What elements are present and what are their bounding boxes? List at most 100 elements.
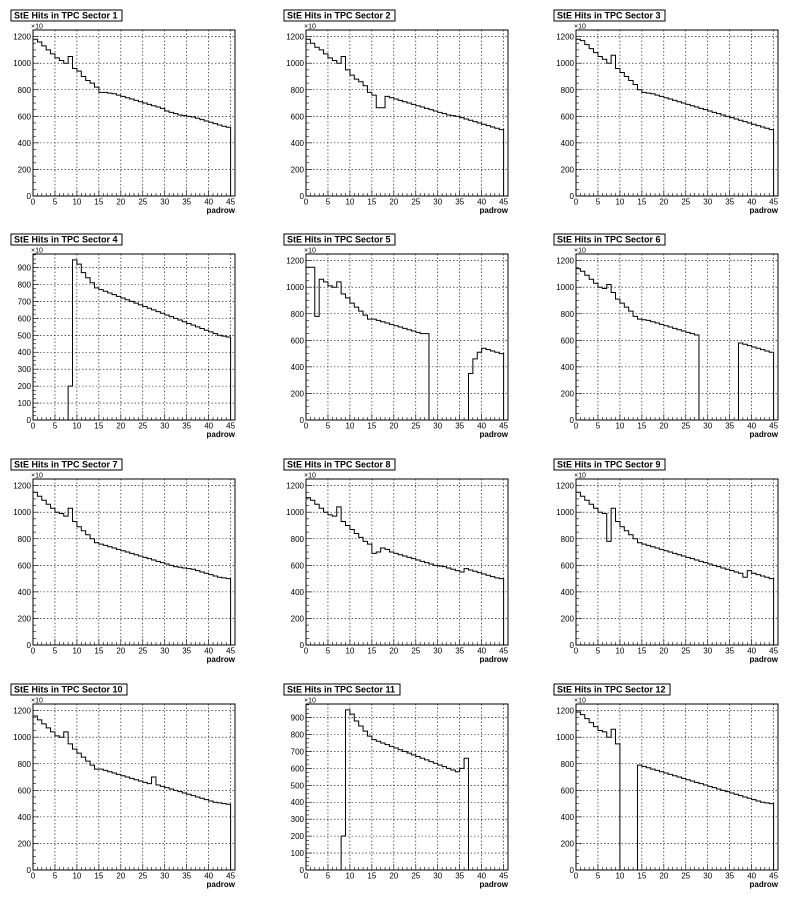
plot-frame [575, 253, 779, 421]
x-tick-label: 35 [182, 422, 191, 431]
y-tick-label: 200 [18, 839, 32, 848]
y-tick-label: 1200 [556, 482, 574, 491]
x-tick-label: 35 [455, 872, 464, 881]
x-tick-label: 40 [747, 198, 756, 207]
x-axis-label: padrow [480, 430, 509, 439]
title-box [10, 458, 123, 471]
histogram-panel-8: StE Hits in TPC Sector 8 0 5 10 15 20 25 30 35 40… [283, 458, 509, 664]
x-tick-label: 15 [94, 647, 103, 656]
title-box [283, 233, 396, 246]
x-tick-label: 0 [31, 872, 36, 881]
x-tick-label: 45 [226, 872, 235, 881]
y-tick-label: 1000 [556, 283, 574, 292]
x-tick-label: 5 [596, 872, 601, 881]
y-tick-label: 300 [291, 815, 305, 824]
y-tick-label: 600 [561, 336, 575, 345]
x-tick-label: 40 [477, 198, 486, 207]
x-axis-label: padrow [750, 880, 779, 889]
histogram-line [575, 268, 778, 421]
x-tick-label: 40 [204, 647, 213, 656]
x-tick-label: 30 [703, 647, 712, 656]
x-tick-label: 5 [53, 647, 58, 656]
x-tick-label: 5 [326, 422, 331, 431]
y-tick-label: 800 [18, 535, 32, 544]
x-tick-label: 10 [72, 422, 81, 431]
y-exponent-label: ×10 [304, 698, 316, 705]
title-box [283, 9, 396, 22]
x-tick-label: 30 [433, 422, 442, 431]
plot-frame [32, 29, 236, 197]
y-tick-label: 400 [18, 139, 32, 148]
x-tick-label: 20 [389, 647, 398, 656]
y-exponent-label: ×10 [31, 248, 43, 255]
histogram-line [305, 497, 508, 646]
x-tick-label: 20 [389, 872, 398, 881]
y-tick-label: 400 [18, 588, 32, 597]
chart-title: StE Hits in TPC Sector 8 [287, 460, 391, 470]
x-tick-label: 10 [72, 198, 81, 207]
y-tick-label: 0 [570, 192, 575, 201]
chart-title: StE Hits in TPC Sector 12 [557, 685, 666, 695]
x-tick-label: 30 [703, 872, 712, 881]
x-tick-label: 15 [637, 422, 646, 431]
x-tick-label: 45 [499, 872, 508, 881]
x-tick-label: 30 [433, 872, 442, 881]
y-tick-label: 200 [561, 389, 575, 398]
x-tick-label: 35 [182, 872, 191, 881]
y-tick-label: 200 [18, 165, 32, 174]
x-tick-label: 25 [138, 422, 147, 431]
x-tick-label: 45 [226, 647, 235, 656]
x-axis-label: padrow [480, 655, 509, 664]
x-tick-label: 35 [455, 647, 464, 656]
y-tick-label: 700 [291, 747, 305, 756]
y-tick-label: 400 [291, 588, 305, 597]
x-tick-label: 40 [477, 647, 486, 656]
y-tick-label: 200 [291, 389, 305, 398]
plot-frame [305, 703, 509, 871]
x-tick-label: 30 [160, 198, 169, 207]
y-tick-label: 0 [27, 866, 32, 875]
x-tick-label: 35 [455, 422, 464, 431]
y-tick-label: 1000 [556, 59, 574, 68]
y-tick-label: 0 [27, 416, 32, 425]
x-axis-label: padrow [207, 430, 236, 439]
chart-title: StE Hits in TPC Sector 10 [14, 685, 123, 695]
x-tick-label: 0 [574, 422, 579, 431]
histogram-line [305, 266, 508, 421]
x-tick-label: 15 [637, 198, 646, 207]
x-tick-label: 30 [160, 872, 169, 881]
chart-title: StE Hits in TPC Sector 7 [14, 460, 118, 470]
y-tick-label: 600 [291, 336, 305, 345]
x-tick-label: 5 [53, 198, 58, 207]
x-axis-label: padrow [480, 206, 509, 215]
title-box [10, 683, 128, 696]
histogram-panel-2: StE Hits in TPC Sector 2 0 5 10 15 20 25 30 35 40… [283, 9, 509, 215]
x-tick-label: 15 [637, 647, 646, 656]
x-tick-label: 5 [53, 422, 58, 431]
y-tick-label: 200 [18, 382, 32, 391]
y-exponent-label: ×10 [31, 473, 43, 480]
chart-title: StE Hits in TPC Sector 9 [557, 460, 661, 470]
y-tick-label: 600 [18, 314, 32, 323]
x-axis-label: padrow [750, 206, 779, 215]
y-tick-label: 600 [561, 112, 575, 121]
histogram-line [32, 491, 235, 646]
y-tick-label: 400 [561, 813, 575, 822]
y-tick-label: 1000 [286, 283, 304, 292]
x-tick-label: 25 [411, 872, 420, 881]
x-tick-label: 25 [411, 198, 420, 207]
y-tick-label: 800 [18, 280, 32, 289]
x-tick-label: 40 [204, 872, 213, 881]
y-tick-label: 0 [300, 866, 305, 875]
x-tick-label: 5 [326, 872, 331, 881]
y-tick-label: 1200 [286, 482, 304, 491]
x-tick-label: 35 [182, 198, 191, 207]
y-tick-label: 1200 [286, 257, 304, 266]
histogram-line [32, 38, 235, 197]
histogram-panel-11: StE Hits in TPC Sector 11 0 5 10 15 20 25 30 35 4… [283, 683, 509, 889]
x-axis-label: padrow [480, 880, 509, 889]
x-tick-label: 30 [703, 422, 712, 431]
x-tick-label: 20 [116, 647, 125, 656]
x-tick-label: 15 [94, 872, 103, 881]
